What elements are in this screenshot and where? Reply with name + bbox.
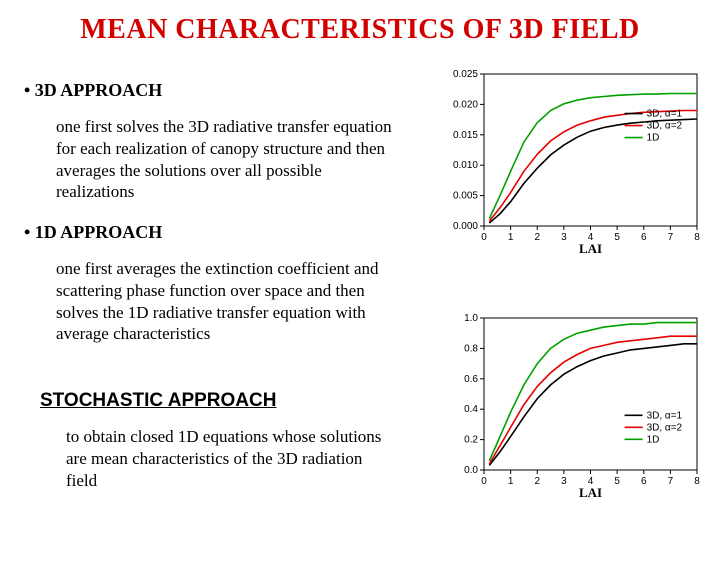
svg-text:LAI: LAI [579,485,602,500]
svg-text:5: 5 [614,476,620,487]
chart-bottom-svg: 0123456780.00.20.40.60.81.0LAI3D, α=13D,… [440,310,705,500]
svg-text:6: 6 [641,476,647,487]
svg-text:7: 7 [668,476,674,487]
heading-stochastic: STOCHASTIC APPROACH [40,390,276,412]
svg-text:3D, α=2: 3D, α=2 [647,121,683,132]
svg-text:0.000: 0.000 [453,221,478,232]
svg-text:0.020: 0.020 [453,99,478,110]
svg-text:3: 3 [561,232,567,243]
svg-text:1D: 1D [647,133,660,144]
svg-text:0.015: 0.015 [453,130,478,141]
svg-text:1: 1 [508,476,514,487]
chart-bottom: 0123456780.00.20.40.60.81.0LAI3D, α=13D,… [440,310,705,500]
chart-top: 0123456780.0000.0050.0100.0150.0200.025L… [440,66,705,256]
svg-text:0: 0 [481,232,487,243]
heading-1d: • 1D APPROACH [24,222,162,243]
svg-text:3D, α=1: 3D, α=1 [647,109,683,120]
slide: MEAN CHARACTERISTICS OF 3D FIELD • 3D AP… [0,0,720,576]
chart-top-svg: 0123456780.0000.0050.0100.0150.0200.025L… [440,66,705,256]
svg-text:7: 7 [668,232,674,243]
svg-text:5: 5 [614,232,620,243]
svg-text:1D: 1D [647,434,660,445]
svg-text:1: 1 [508,232,514,243]
svg-text:0.4: 0.4 [464,404,478,415]
body-3d: one first solves the 3D radiative transf… [56,116,396,203]
svg-text:LAI: LAI [579,241,602,256]
svg-text:0.025: 0.025 [453,69,478,80]
body-1d: one first averages the extinction coeffi… [56,258,396,345]
svg-text:2: 2 [534,232,540,243]
svg-text:6: 6 [641,232,647,243]
svg-text:0.8: 0.8 [464,343,478,354]
svg-text:3D, α=1: 3D, α=1 [647,410,683,421]
slide-title: MEAN CHARACTERISTICS OF 3D FIELD [0,14,720,46]
svg-text:0.005: 0.005 [453,191,478,202]
svg-text:2: 2 [534,476,540,487]
svg-text:0.2: 0.2 [464,435,478,446]
heading-3d: • 3D APPROACH [24,80,162,101]
svg-text:3: 3 [561,476,567,487]
svg-text:8: 8 [694,232,700,243]
svg-text:3D, α=2: 3D, α=2 [647,422,683,433]
body-stochastic: to obtain closed 1D equations whose solu… [66,426,386,491]
svg-text:0: 0 [481,476,487,487]
svg-text:0.010: 0.010 [453,160,478,171]
svg-text:0.6: 0.6 [464,374,478,385]
svg-text:1.0: 1.0 [464,313,478,324]
svg-text:0.0: 0.0 [464,465,478,476]
svg-text:8: 8 [694,476,700,487]
